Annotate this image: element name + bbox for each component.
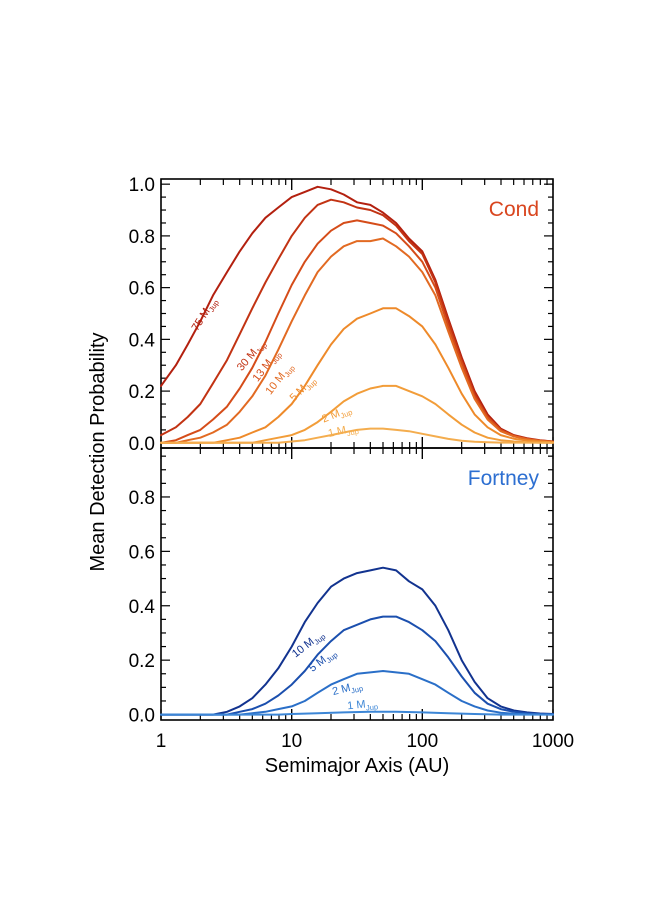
series-line-5-m_jup (160, 307, 554, 444)
y-tick-label: 1.0 (129, 175, 155, 196)
panel-title-top: Cond (489, 198, 539, 221)
series-line-75-m_jup (160, 185, 554, 443)
y-axis-title: Mean Detection Probability (87, 332, 109, 571)
series-line-13-m_jup (160, 219, 554, 444)
series-line-10-m_jup (160, 566, 554, 716)
y-tick-label: 0.4 (129, 330, 156, 351)
series-line-1-m_jup (160, 427, 554, 444)
y-tick-label: 0.8 (129, 488, 155, 509)
x-tick-label: 100 (406, 731, 438, 752)
series-label: 1 MJup (327, 422, 360, 442)
series-label: 5 MJup (307, 646, 340, 676)
series-label: 75 MJup (190, 296, 221, 334)
panel-title-bottom: Fortney (468, 467, 540, 490)
series-line-2-m_jup (160, 670, 554, 716)
series-line-10-m_jup (160, 237, 554, 444)
series-label: 1 MJup (347, 697, 379, 714)
y-tick-label: 0.8 (129, 227, 155, 248)
series-label: 2 MJup (331, 679, 364, 700)
y-tick-label: 0.0 (129, 706, 155, 727)
plot-frame-bottom (160, 447, 554, 721)
series-line-5-m_jup (160, 615, 554, 716)
series-line-2-m_jup (160, 384, 554, 444)
y-tick-label: 0.6 (129, 542, 155, 563)
series-line-1-m_jup (160, 710, 554, 716)
y-tick-label: 0.4 (129, 597, 156, 618)
y-tick-label: 0.0 (129, 434, 155, 455)
x-tick-label: 1000 (532, 731, 574, 752)
y-tick-label: 0.2 (129, 382, 155, 403)
x-tick-label: 10 (281, 731, 302, 752)
x-axis-title: Semimajor Axis (AU) (265, 755, 449, 777)
y-tick-label: 0.6 (129, 279, 155, 300)
x-tick-label: 1 (156, 731, 167, 752)
series-label: 5 MJup (288, 374, 319, 405)
y-tick-label: 0.2 (129, 651, 155, 672)
series-line-30-m_jup (160, 198, 554, 443)
